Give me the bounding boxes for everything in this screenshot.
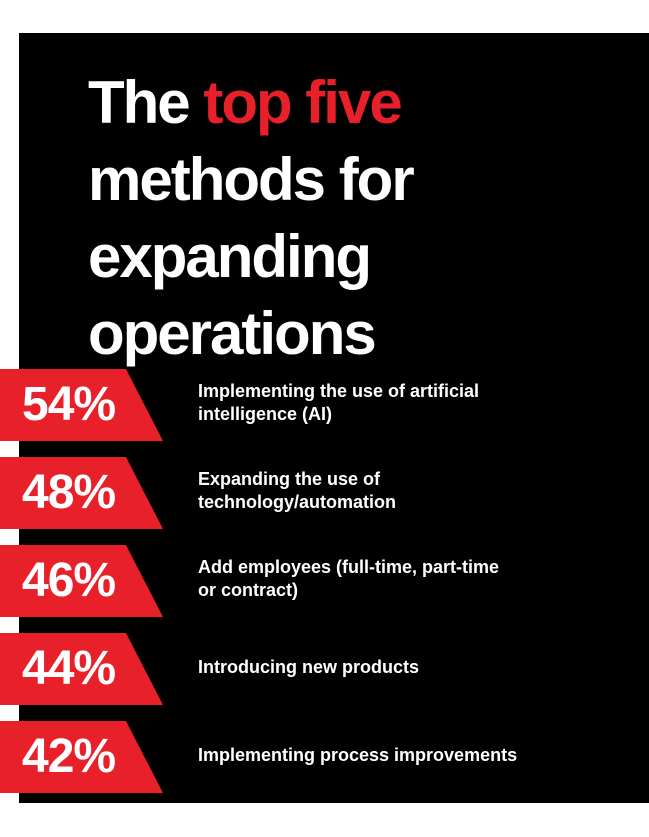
percent-value: 54% (22, 378, 116, 431)
method-label-line: Implementing process improvements (198, 745, 518, 765)
percent-value: 46% (22, 554, 116, 607)
stat-row: 48% Expanding the use of technology/automa… (0, 457, 649, 529)
title-prefix: The (88, 69, 204, 136)
stat-row: 54% Implementing the use of artificial int… (0, 369, 649, 441)
stat-row: 46% Add employees (full-time, part-time or… (0, 545, 649, 617)
method-label: Add employees (full-time, part-time or co… (198, 556, 618, 602)
percent-value: 42% (22, 730, 116, 783)
stat-row: 42% Implementing process improvements (0, 721, 649, 793)
method-label: Implementing the use of artificial intell… (198, 380, 618, 426)
method-label-line: technology/automation (198, 492, 396, 512)
title-line-3: expanding (88, 223, 372, 290)
percent-value: 48% (22, 466, 116, 519)
method-label-line: Implementing the use of artificial (198, 381, 480, 401)
method-label-line: or contract) (198, 580, 299, 600)
method-label: Expanding the use of technology/automatio… (198, 468, 618, 514)
title-accent: top five (203, 69, 402, 136)
method-label-line: Add employees (full-time, part-time (198, 557, 500, 577)
title-line-4: operations (88, 300, 377, 367)
method-label-line: Expanding the use of (198, 469, 381, 489)
title-line-2: methods for (88, 146, 415, 213)
method-label-line: intelligence (AI) (198, 404, 333, 424)
method-label: Introducing new products (198, 656, 618, 679)
method-label-line: Introducing new products (198, 657, 419, 677)
title-line-1: The top five (88, 64, 413, 141)
stat-row: 44% Introducing new products (0, 633, 649, 705)
percent-value: 44% (22, 642, 116, 695)
method-label: Implementing process improvements (198, 744, 618, 767)
chart-title: The top five methods for expanding opera… (88, 64, 415, 372)
